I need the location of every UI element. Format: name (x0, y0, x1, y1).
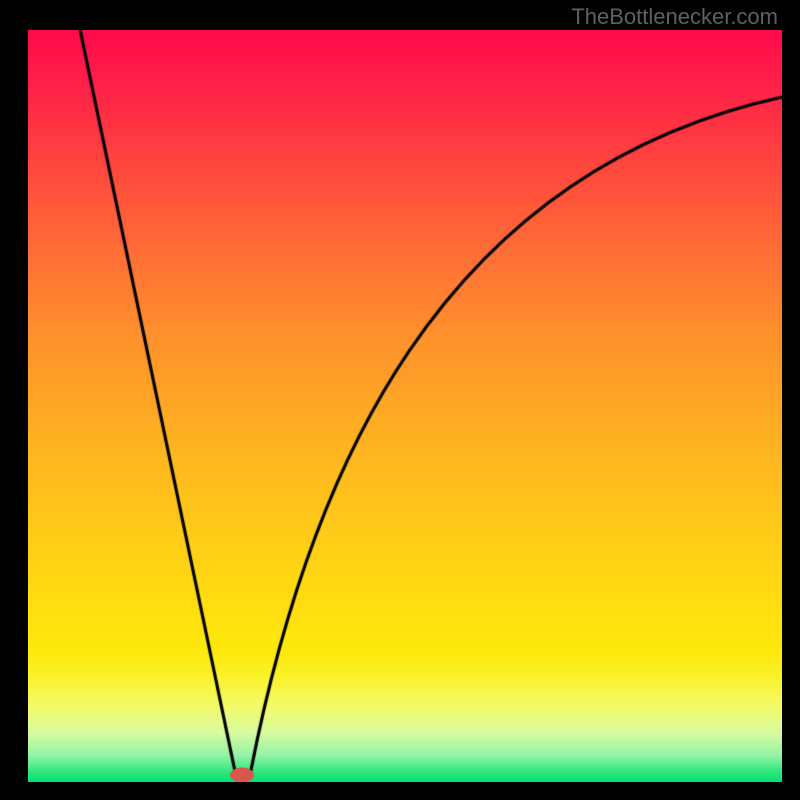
bottleneck-curve (28, 30, 782, 782)
chart-container: TheBottlenecker.com (0, 0, 800, 800)
watermark-label: TheBottlenecker.com (571, 4, 778, 29)
plot-area (28, 30, 782, 782)
watermark-text: TheBottlenecker.com (571, 4, 778, 30)
